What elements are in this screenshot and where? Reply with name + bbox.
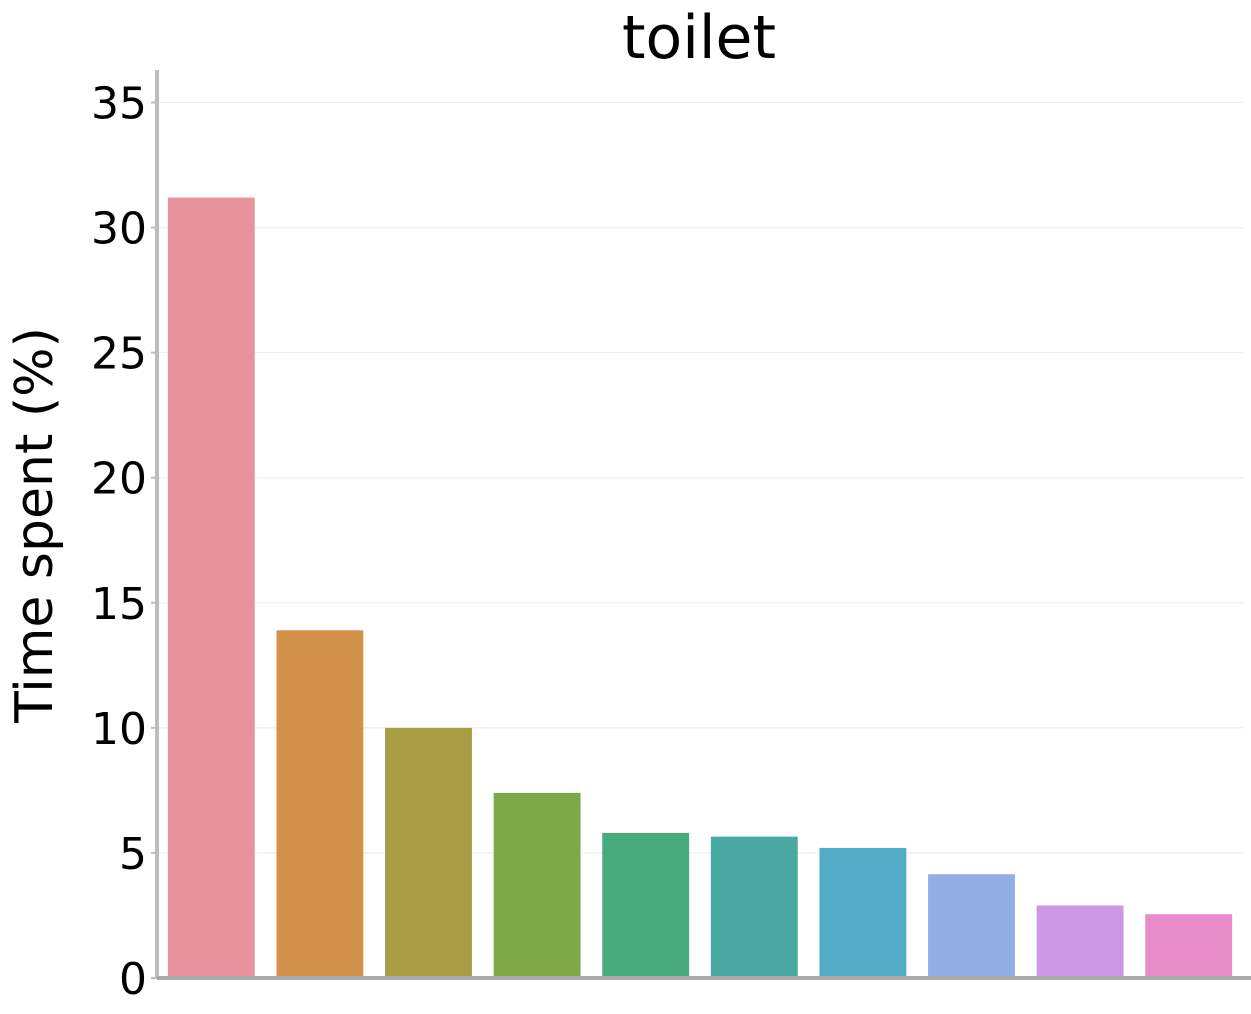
y-tick-label: 0 — [119, 954, 147, 1005]
bar — [276, 630, 364, 978]
bar — [167, 197, 255, 978]
y-tick-label: 5 — [119, 829, 147, 880]
bar — [1036, 905, 1124, 978]
bar — [493, 792, 581, 978]
y-ticks: 0 5 10 15 20 25 30 35 — [91, 79, 157, 1005]
y-tick-label: 20 — [91, 454, 147, 505]
chart-title: toilet — [622, 3, 776, 73]
bar — [602, 832, 690, 978]
bar — [1145, 914, 1233, 978]
y-axis-label: Time spent (%) — [5, 327, 65, 724]
y-tick-label: 25 — [91, 329, 147, 380]
y-tick-label: 30 — [91, 204, 147, 255]
axes — [155, 70, 1251, 980]
bar — [819, 847, 907, 978]
y-tick-label: 15 — [91, 579, 147, 630]
bars — [167, 197, 1233, 978]
bar — [710, 836, 798, 978]
bar — [928, 874, 1015, 978]
bar — [385, 727, 472, 978]
y-tick-label: 10 — [91, 704, 147, 755]
y-tick-label: 35 — [91, 79, 147, 130]
